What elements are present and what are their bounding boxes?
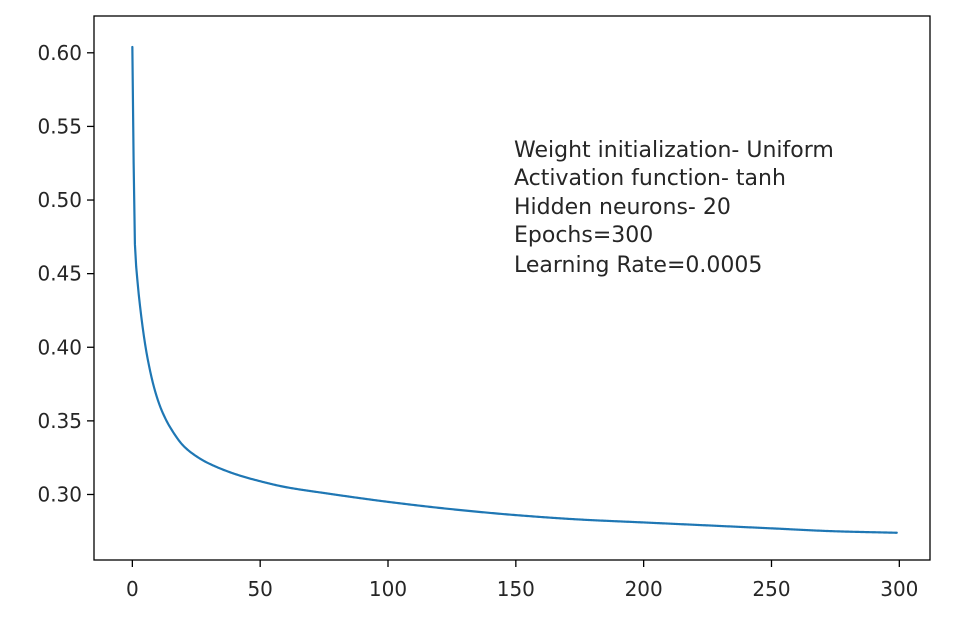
annotation-line: Epochs=300 bbox=[514, 223, 653, 248]
annotation-line: Activation function- tanh bbox=[514, 166, 786, 191]
y-tick-label: 0.50 bbox=[37, 188, 82, 212]
x-tick-label: 0 bbox=[126, 577, 139, 601]
x-tick-label: 50 bbox=[247, 577, 272, 601]
annotation-line: Weight initialization- Uniform bbox=[514, 138, 834, 163]
plot-frame bbox=[93, 15, 931, 561]
series-line bbox=[131, 45, 898, 534]
y-tick-label: 0.55 bbox=[37, 114, 82, 138]
x-tick-label: 300 bbox=[880, 577, 918, 601]
y-tick-label: 0.60 bbox=[37, 41, 82, 65]
plot-area bbox=[94, 16, 930, 560]
x-tick-label: 100 bbox=[369, 577, 407, 601]
x-tick-label: 250 bbox=[752, 577, 790, 601]
annotation-line: Hidden neurons- 20 bbox=[514, 195, 731, 220]
annotation-text: Weight initialization- Uniform Activatio… bbox=[514, 138, 834, 278]
x-tick-label: 150 bbox=[497, 577, 535, 601]
y-tick-label: 0.35 bbox=[37, 409, 82, 433]
y-tick-label: 0.30 bbox=[37, 482, 82, 506]
annotation-line: Learning Rate=0.0005 bbox=[514, 253, 762, 278]
y-tick-label: 0.40 bbox=[37, 335, 82, 359]
y-tick-label: 0.45 bbox=[37, 262, 82, 286]
x-axis: 0 50 100 150 200 250 300 bbox=[126, 560, 918, 601]
y-axis: 0.30 0.35 0.40 0.45 0.50 0.55 0.60 bbox=[37, 41, 94, 506]
x-tick-label: 200 bbox=[625, 577, 663, 601]
